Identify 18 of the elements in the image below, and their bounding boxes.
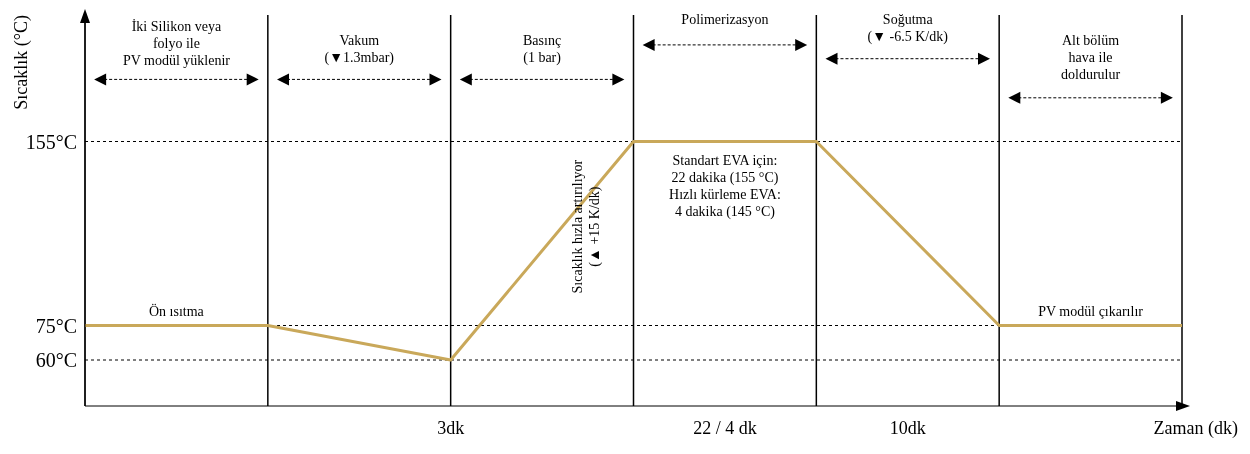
annotation: Ön ısıtma xyxy=(148,303,205,320)
annotation: Standart EVA için: 22 dakika (155 °C) Hızlı kürleme EVA: 4 dakika (145 °C) xyxy=(669,152,781,220)
annotation: Soğutma (▼ -6.5 K/dk) xyxy=(867,12,949,46)
text: 22 / 4 dk xyxy=(693,418,757,438)
annotation: Polimerizasyon xyxy=(681,12,769,28)
y-tick-label: 155°C xyxy=(25,130,77,153)
annotation: Sıcaklık hızla artırılıyor (▲ +15 K/dk) xyxy=(570,159,604,294)
annotation: Vakum (▼1.3mbar) xyxy=(324,32,395,66)
y-tick-label: 75°C xyxy=(35,314,77,337)
annotation: İki Silikon veya folyo ile PV modül yüklenir xyxy=(122,19,231,69)
text: 10dk xyxy=(889,418,926,438)
x-axis-title: Zaman (dk) xyxy=(1153,418,1238,439)
annotation: Alt bölüm hava ile doldurulur xyxy=(1061,32,1121,82)
annotation: PV modül çıkarılır xyxy=(1038,304,1144,320)
text: 3dk xyxy=(437,418,465,438)
y-tick-label: 60°C xyxy=(35,349,77,372)
y-axis-title: Sıcaklık (°C) xyxy=(11,15,32,110)
annotation: Basınç (1 bar) xyxy=(523,32,562,66)
